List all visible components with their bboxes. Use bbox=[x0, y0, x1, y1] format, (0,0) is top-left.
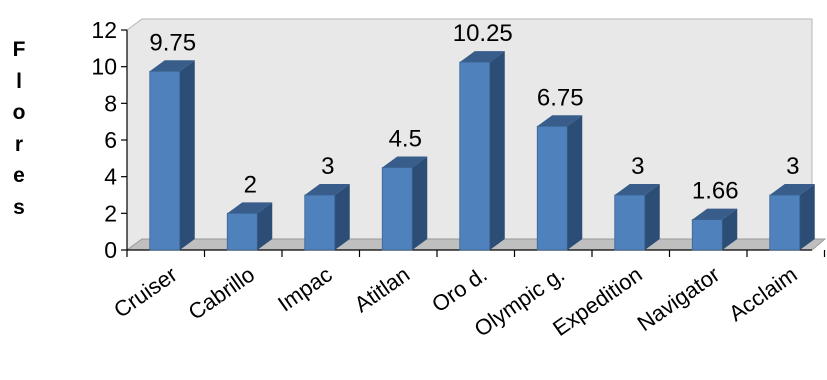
data-label: 3 bbox=[786, 153, 799, 180]
bar-cruiser bbox=[149, 60, 195, 251]
chart-bars bbox=[149, 51, 815, 251]
bar-top bbox=[304, 184, 350, 195]
bar-side bbox=[644, 184, 660, 250]
y-tick-label: 2 bbox=[104, 200, 117, 226]
y-axis-title-letter: F bbox=[12, 38, 26, 61]
bar-oro-d bbox=[459, 51, 505, 251]
data-label: 4.5 bbox=[389, 126, 422, 153]
x-tick-label: Impac bbox=[273, 262, 336, 317]
bar-side bbox=[257, 202, 273, 250]
data-label: 10.25 bbox=[453, 20, 513, 47]
bar-top bbox=[692, 208, 738, 220]
y-tick-label: 6 bbox=[104, 127, 117, 153]
y-tick-label: 12 bbox=[91, 17, 117, 43]
data-label: 9.75 bbox=[149, 29, 196, 56]
y-axis-title-letter: r bbox=[14, 132, 24, 156]
x-tick-label: Cruiser bbox=[109, 262, 181, 323]
bar-front bbox=[769, 194, 801, 251]
bar-expedition bbox=[614, 184, 660, 251]
bar-side bbox=[567, 115, 583, 250]
bar-side bbox=[179, 60, 195, 250]
bar-impac bbox=[304, 184, 350, 251]
bar-top bbox=[382, 156, 428, 168]
y-tick-label: 8 bbox=[104, 90, 117, 116]
x-tick-label: Navigator bbox=[633, 262, 724, 336]
bar-front bbox=[459, 61, 491, 251]
bar-side bbox=[334, 184, 350, 250]
bar-front bbox=[304, 194, 336, 251]
data-label: 2 bbox=[244, 171, 257, 198]
bar-front bbox=[614, 194, 646, 251]
bar-front bbox=[226, 212, 258, 251]
data-label: 3 bbox=[631, 153, 644, 180]
bar-top bbox=[769, 184, 815, 195]
x-tick-label: Cabrillo bbox=[184, 262, 259, 325]
bar-cabrillo bbox=[226, 202, 273, 251]
bar-atitlan bbox=[381, 156, 428, 251]
bar-side bbox=[489, 51, 505, 251]
bar-side bbox=[799, 184, 815, 250]
bar-navigator bbox=[691, 208, 738, 251]
y-tick-label: 0 bbox=[104, 237, 117, 263]
bar-side bbox=[412, 156, 428, 250]
bar-front bbox=[381, 167, 413, 251]
data-label: 3 bbox=[321, 153, 334, 180]
y-tick-label: 10 bbox=[91, 54, 117, 80]
bar-top bbox=[459, 51, 505, 63]
x-tick-labels: Cruiser Cabrillo Impac Atitlan Oro d.Olympic… bbox=[109, 262, 801, 342]
bar-front bbox=[536, 125, 568, 251]
bar-top bbox=[537, 115, 583, 127]
y-axis-title-letter: l bbox=[16, 69, 22, 93]
bar-acclaim bbox=[769, 184, 815, 251]
bar-front bbox=[149, 70, 181, 251]
data-label: 6.75 bbox=[537, 84, 584, 111]
bar-top bbox=[227, 202, 273, 214]
x-tick-label: Acclaim bbox=[724, 262, 801, 327]
bar-side bbox=[722, 208, 738, 250]
x-tick-label: Atitlan bbox=[350, 262, 414, 318]
bar-olympic-g bbox=[536, 115, 583, 251]
y-tick-label: 4 bbox=[104, 164, 117, 190]
chart-data-labels: 9.75 2 3 4.5 10.25 6.75 3 1.66 3 bbox=[149, 20, 799, 204]
y-axis-title-letter: o bbox=[12, 101, 26, 124]
bar-top bbox=[149, 60, 195, 72]
y-axis-title-letter: e bbox=[13, 164, 25, 187]
bar-front bbox=[691, 219, 723, 251]
data-label: 1.66 bbox=[692, 178, 739, 205]
x-tick-label: Oro d. bbox=[427, 262, 491, 318]
y-axis-title-letter: s bbox=[13, 195, 25, 219]
bar-top bbox=[614, 184, 660, 195]
